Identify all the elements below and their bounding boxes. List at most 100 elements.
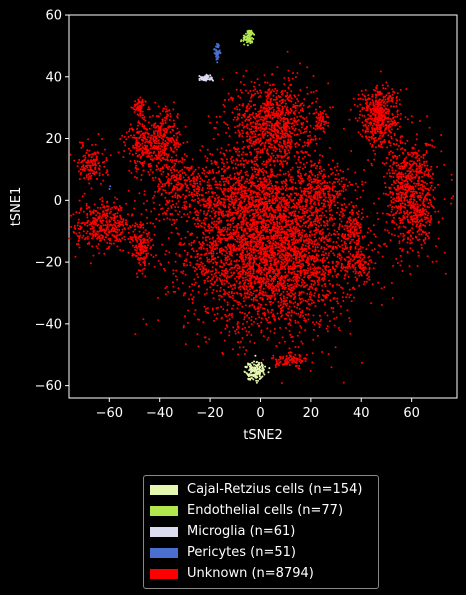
data-point	[266, 215, 269, 218]
data-point	[305, 210, 308, 213]
data-point	[258, 123, 261, 126]
data-point	[260, 317, 263, 320]
data-point	[262, 214, 265, 217]
data-point	[183, 153, 186, 156]
data-point	[304, 329, 307, 332]
data-point	[165, 212, 168, 215]
data-point	[269, 242, 272, 245]
data-point	[212, 245, 214, 248]
data-point	[291, 292, 294, 295]
data-point	[312, 272, 315, 275]
data-point	[319, 320, 321, 323]
data-point	[350, 150, 353, 152]
data-point	[283, 241, 286, 244]
data-point	[238, 124, 241, 127]
data-point	[269, 303, 272, 306]
data-point	[278, 250, 281, 253]
data-point	[250, 298, 253, 301]
data-point	[294, 220, 297, 223]
data-point	[278, 163, 281, 166]
data-point	[276, 235, 279, 238]
data-point	[261, 225, 264, 228]
data-point	[339, 305, 342, 308]
data-point	[278, 236, 281, 239]
data-point	[241, 272, 244, 275]
data-point	[264, 246, 266, 249]
data-point	[270, 295, 273, 298]
data-point	[296, 334, 299, 337]
data-point	[225, 180, 227, 183]
data-point	[248, 260, 251, 263]
data-point	[251, 218, 254, 221]
data-point	[372, 224, 375, 227]
data-point	[226, 248, 229, 251]
data-point	[201, 179, 204, 182]
data-point	[283, 150, 286, 153]
data-point	[276, 106, 279, 109]
data-point	[285, 313, 288, 315]
data-point	[216, 252, 218, 255]
data-point	[282, 120, 285, 123]
data-point	[284, 105, 287, 108]
data-point	[172, 269, 175, 272]
data-point	[198, 219, 201, 222]
data-point	[208, 252, 211, 255]
data-point	[409, 239, 412, 241]
data-point	[261, 229, 264, 231]
data-point	[268, 124, 271, 127]
data-point	[275, 231, 278, 234]
data-point	[289, 265, 292, 268]
data-point	[296, 273, 299, 276]
data-point	[207, 276, 210, 278]
data-point	[374, 235, 377, 238]
data-point	[200, 225, 203, 228]
data-point	[232, 216, 235, 219]
data-point	[309, 141, 312, 144]
data-point	[245, 296, 248, 299]
data-point	[323, 275, 326, 278]
data-point	[201, 273, 204, 276]
data-point	[330, 250, 333, 253]
data-point	[273, 234, 276, 237]
data-point	[234, 209, 237, 212]
data-point	[286, 282, 289, 285]
data-point	[322, 253, 325, 256]
data-point	[223, 171, 225, 173]
data-point	[282, 291, 285, 293]
data-point	[299, 220, 302, 223]
data-point	[229, 223, 232, 226]
data-point	[284, 189, 287, 192]
data-point	[218, 115, 221, 118]
data-point	[235, 259, 238, 262]
data-point	[293, 267, 296, 270]
data-point	[237, 353, 240, 356]
data-point	[213, 319, 215, 322]
data-point	[195, 214, 198, 216]
data-point	[265, 262, 268, 265]
data-point	[303, 241, 306, 243]
data-point	[278, 221, 281, 224]
data-point	[202, 266, 205, 269]
data-point	[205, 268, 207, 271]
data-point	[246, 180, 249, 183]
data-point	[263, 219, 266, 222]
data-point	[204, 239, 207, 242]
data-point	[318, 237, 321, 240]
data-point	[329, 282, 331, 285]
data-point	[312, 75, 315, 77]
data-point	[183, 158, 186, 161]
data-point	[320, 253, 323, 256]
data-point	[334, 217, 336, 220]
data-point	[255, 210, 258, 213]
data-point	[287, 216, 290, 219]
data-point	[234, 287, 237, 289]
data-point	[224, 250, 227, 253]
data-point	[197, 225, 200, 228]
data-point	[246, 135, 249, 138]
data-point	[250, 177, 252, 180]
data-point	[283, 246, 286, 248]
data-point	[264, 250, 267, 252]
data-point	[221, 158, 224, 161]
data-point	[290, 199, 293, 202]
data-point	[282, 173, 285, 176]
